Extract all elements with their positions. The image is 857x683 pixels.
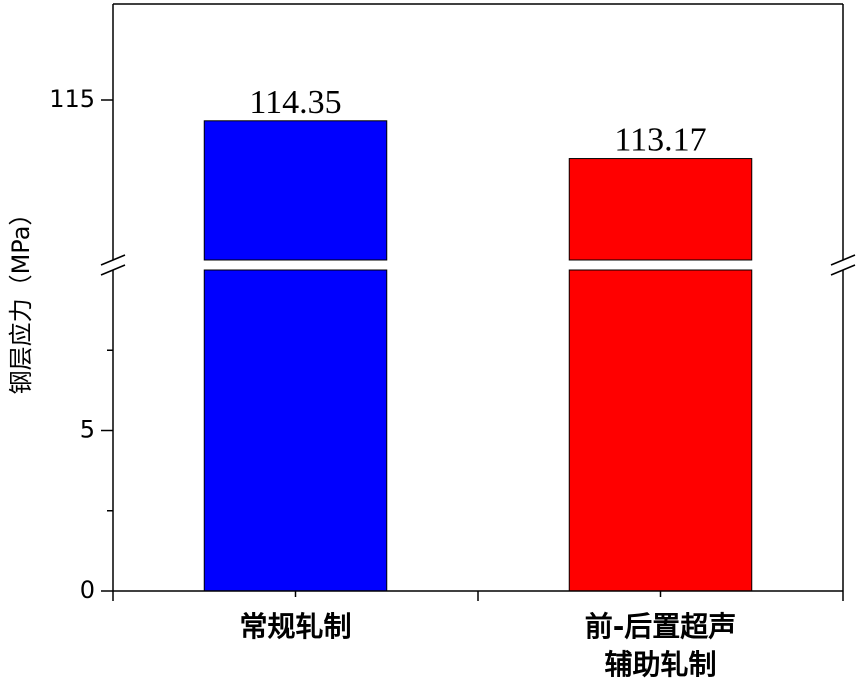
axis-break [100,254,126,266]
y-tick-label: 5 [80,416,95,444]
bar-upper [203,120,388,261]
x-tick-label: 辅助轧制 [604,648,716,681]
value-label: 114.35 [249,84,341,121]
axis-break [830,264,856,276]
axis-break [100,264,126,276]
x-tick-label: 前-后置超声 [585,610,737,643]
bar-lower [568,269,753,592]
y-tick-label: 0 [80,576,95,604]
value-label: 113.17 [614,122,706,159]
axis-break [830,254,856,266]
y-axis-label: 钢层应力（MPa） [7,202,35,395]
bar-upper [568,158,753,261]
x-tick-label: 常规轧制 [239,610,351,643]
bar-lower [203,269,388,592]
y-tick-label: 115 [49,85,95,113]
